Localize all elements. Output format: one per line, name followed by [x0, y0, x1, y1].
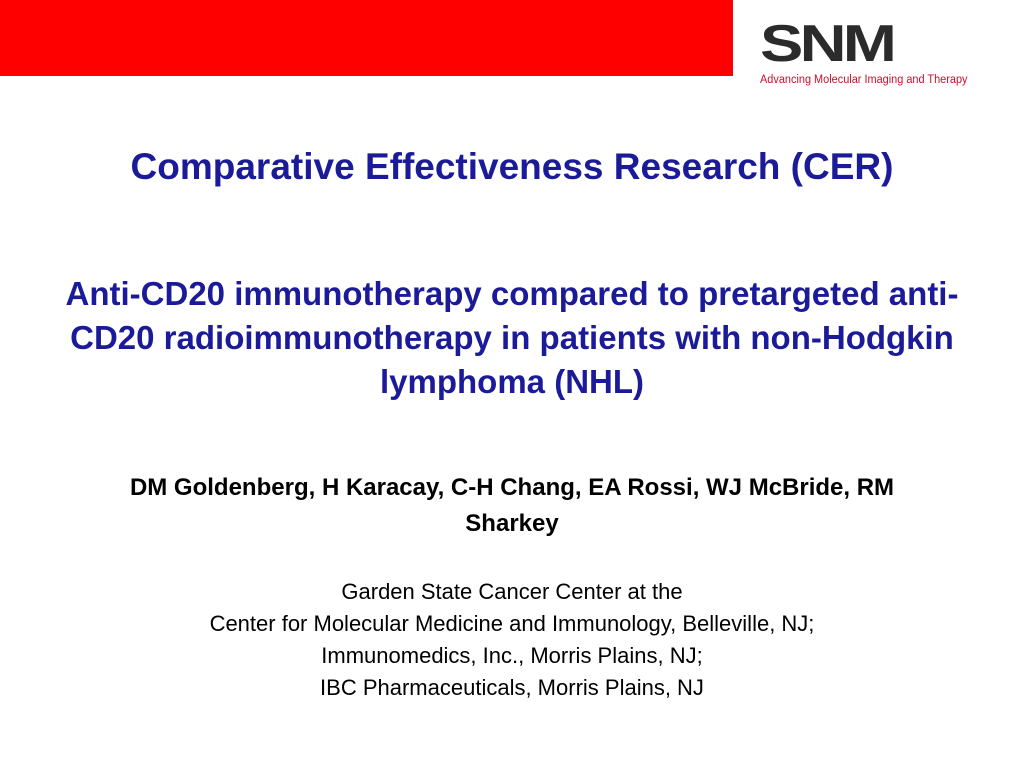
- affiliation-line: Garden State Cancer Center at the: [341, 579, 683, 604]
- affiliations: Garden State Cancer Center at the Center…: [0, 576, 1024, 704]
- affiliation-line: Immunomedics, Inc., Morris Plains, NJ;: [321, 643, 703, 668]
- logo-mark: SNM: [760, 15, 897, 73]
- header-red-bar: [0, 0, 733, 76]
- logo-tagline: Advancing Molecular Imaging and Therapy: [760, 74, 968, 86]
- affiliation-line: Center for Molecular Medicine and Immuno…: [209, 611, 815, 636]
- authors: DM Goldenberg, H Karacay, C-H Chang, EA …: [129, 474, 895, 537]
- snm-logo: SNM Advancing Molecular Imaging and Ther…: [760, 18, 1010, 88]
- slide-title: Comparative Effectiveness Research (CER): [130, 146, 894, 187]
- slide-subtitle: Anti-CD20 immunotherapy compared to pret…: [65, 275, 959, 400]
- affiliation-line: IBC Pharmaceuticals, Morris Plains, NJ: [320, 675, 704, 700]
